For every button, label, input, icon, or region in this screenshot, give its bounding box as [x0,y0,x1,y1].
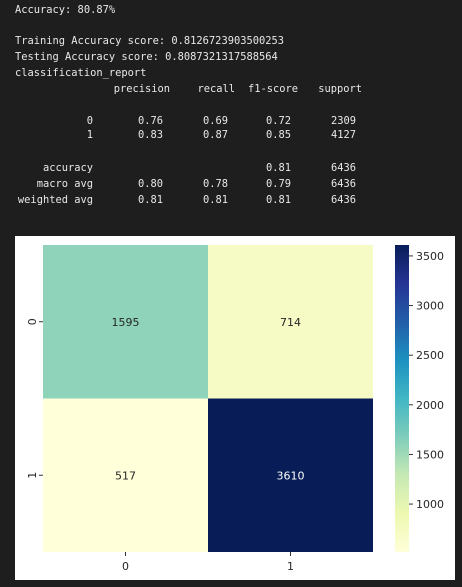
report-cell: 0.72 [265,115,291,127]
colorbar-tick-label: 3500 [416,250,444,263]
heatmap-cell [208,245,373,399]
y-tick-label: 0 [26,318,39,325]
report-cell: 0.78 [202,178,228,190]
report-cell: 2309 [330,115,356,127]
report-cell: 0.69 [202,115,228,127]
report-row-label: macro avg [36,178,93,190]
report-cell: 6436 [330,162,356,174]
heatmap-cell [208,398,373,552]
report-cell: 4127 [330,129,356,141]
report-header-precision: precision [113,83,170,95]
report-header-recall: recall [197,83,235,95]
report-cell: 0.81 [265,162,291,174]
heatmap-cell-label: 3610 [277,469,305,482]
report-row-label: 0 [86,115,93,127]
report-cell: 0.87 [202,129,228,141]
report-cell: 0.79 [265,178,291,190]
report-header-support: support [318,83,362,95]
x-tick-label: 0 [122,560,129,573]
report-cell: 0.83 [137,129,163,141]
report-title: classification_report [15,67,147,79]
y-tick-label: 1 [26,472,39,479]
report-cell: 0.76 [137,115,163,127]
report-cell: 6436 [330,178,356,190]
report-cell: 0.80 [137,178,163,190]
testing-accuracy-output: Testing Accuracy score: 0.80873213175885… [15,51,278,63]
heatmap-cell [43,245,208,399]
report-cell: 0.81 [265,194,291,206]
training-accuracy-output: Training Accuracy score: 0.8126723903500… [15,35,284,47]
report-cell: 0.81 [137,194,163,206]
colorbar-tick-label: 3000 [416,300,444,313]
colorbar-tick-label: 2000 [416,399,444,412]
colorbar-tick-label: 2500 [416,349,444,362]
report-cell: 0.81 [202,194,228,206]
heatmap-cell [43,398,208,552]
report-cell: 6436 [330,194,356,206]
confusion-matrix-heatmap: 1595 714 517 3610 0 1 0 1 1000 1500 2000 2500 3000… [26,245,444,573]
report-row-label: weighted avg [17,194,93,206]
colorbar-tick-label: 1000 [416,498,444,511]
heatmap-cell-label: 517 [115,469,136,482]
report-header-f1: f1-score [247,83,298,95]
report-row-label: 1 [86,129,93,141]
heatmap-cell-label: 1595 [112,316,140,329]
heatmap-cell-label: 714 [280,316,301,329]
confusion-matrix-figure: 1595 714 517 3610 0 1 0 1 1000 1500 2000 2500 3000… [15,236,455,580]
report-cell: 0.85 [265,129,291,141]
colorbar [395,245,409,552]
colorbar-tick-label: 1500 [416,448,444,461]
report-row-label: accuracy [42,162,93,174]
x-tick-label: 1 [287,560,294,573]
accuracy-output: Accuracy: 80.87% [15,4,116,16]
